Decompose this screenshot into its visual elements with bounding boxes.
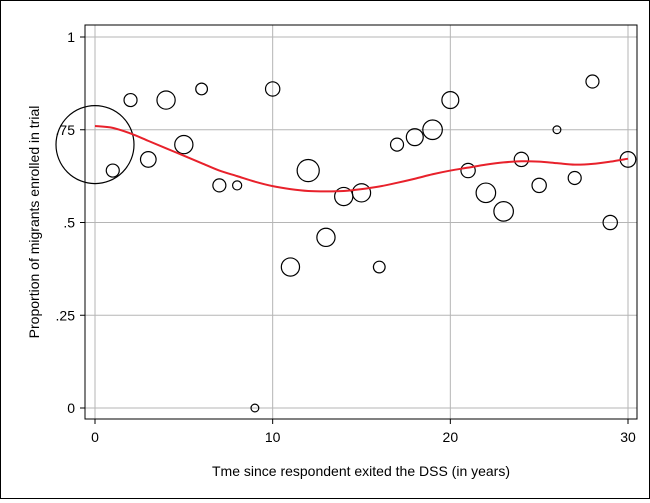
x-tick-label: 20 [443, 429, 459, 445]
data-point [531, 177, 547, 194]
data-point [441, 91, 460, 110]
y-tick-label: 1 [67, 29, 75, 45]
data-point [156, 90, 176, 110]
x-tick-label: 0 [91, 429, 99, 445]
fit-curve [94, 125, 629, 193]
data-point [174, 134, 194, 155]
y-tick-label: .25 [56, 307, 76, 323]
data-point [372, 260, 386, 274]
y-tick-label: .75 [56, 122, 76, 138]
data-point [231, 180, 243, 191]
data-point [123, 92, 138, 108]
data-point [460, 162, 476, 179]
fit-line [94, 125, 629, 193]
y-tick-label: .5 [63, 215, 75, 231]
x-axis-label: Tme since respondent exited the DSS (in … [212, 463, 510, 479]
data-point [552, 125, 562, 135]
data-point [602, 214, 618, 231]
data-point [55, 104, 135, 185]
data-point [493, 201, 514, 222]
y-axis-label: Proportion of migrants enrolled in trial [26, 106, 42, 339]
axes [80, 24, 638, 424]
x-tick-label: 10 [265, 429, 281, 445]
data-point [316, 227, 336, 248]
data-point [585, 74, 600, 89]
data-point [422, 119, 443, 141]
data-point [212, 178, 227, 193]
data-point [195, 82, 209, 96]
data-point [139, 151, 157, 168]
data-point [296, 158, 320, 183]
data-point [475, 182, 497, 204]
data-point [280, 257, 301, 277]
data-point [567, 170, 582, 186]
data-point [264, 81, 281, 97]
y-tick-label: 0 [67, 400, 75, 416]
data-points [55, 74, 637, 413]
data-point [513, 151, 530, 168]
tick-labels: 0 10 20 30 0 .25 .5 .75 1 [56, 29, 636, 445]
data-point [389, 137, 405, 152]
data-point [405, 128, 424, 147]
data-point [351, 183, 372, 203]
grid [85, 25, 637, 419]
x-tick-label: 30 [620, 429, 636, 445]
data-point [105, 163, 120, 178]
data-point [250, 403, 260, 413]
